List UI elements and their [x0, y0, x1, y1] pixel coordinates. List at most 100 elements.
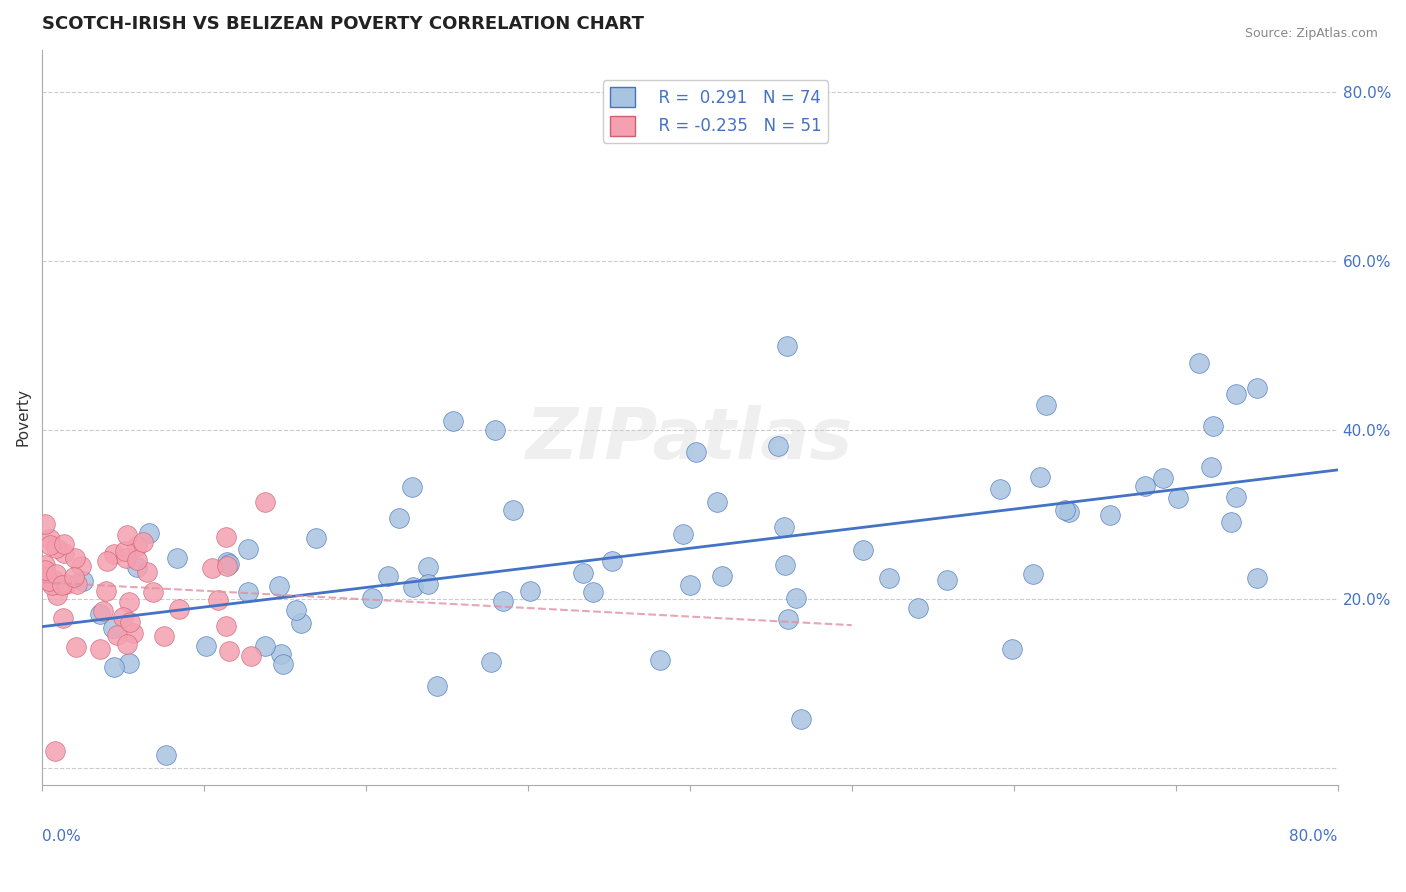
Point — [240, 648, 263, 663]
Point — [218, 643, 240, 657]
Point — [1099, 508, 1122, 522]
Point — [38, 574, 60, 589]
Point — [402, 580, 425, 594]
Point — [377, 569, 399, 583]
Point — [138, 525, 160, 540]
Point — [65, 576, 87, 591]
Point — [89, 642, 111, 657]
Y-axis label: Poverty: Poverty — [15, 389, 30, 447]
Point — [45, 566, 67, 581]
Point — [1220, 515, 1243, 529]
Point — [254, 639, 277, 653]
Point — [305, 531, 328, 545]
Point — [96, 554, 118, 568]
Point — [117, 656, 139, 670]
Point — [52, 537, 75, 551]
Point — [1167, 491, 1189, 506]
Point — [1246, 381, 1268, 395]
Point — [254, 494, 277, 508]
Point — [775, 558, 797, 573]
Point — [46, 588, 69, 602]
Point — [44, 744, 66, 758]
Point — [169, 602, 191, 616]
Point — [936, 573, 959, 587]
Point — [195, 640, 218, 654]
Point — [877, 571, 900, 585]
Point — [1202, 418, 1225, 433]
Point — [70, 558, 93, 573]
Point — [72, 574, 94, 588]
Point — [672, 526, 695, 541]
Point — [1059, 505, 1081, 519]
Point — [1001, 642, 1024, 657]
Text: ZIPatlas: ZIPatlas — [526, 405, 853, 474]
Point — [218, 557, 240, 571]
Point — [361, 591, 384, 605]
Point — [38, 533, 60, 547]
Point — [51, 578, 73, 592]
Text: 80.0%: 80.0% — [1289, 830, 1337, 844]
Point — [484, 423, 506, 437]
Point — [153, 629, 176, 643]
Point — [401, 480, 423, 494]
Point — [1133, 479, 1156, 493]
Point — [271, 657, 294, 672]
Point — [416, 559, 439, 574]
Point — [492, 594, 515, 608]
Point — [416, 577, 439, 591]
Point — [679, 578, 702, 592]
Point — [778, 612, 800, 626]
Point — [55, 577, 77, 591]
Point — [852, 543, 875, 558]
Legend:   R =  0.291   N = 74,   R = -0.235   N = 51: R = 0.291 N = 74, R = -0.235 N = 51 — [603, 80, 828, 143]
Point — [285, 603, 308, 617]
Point — [117, 528, 139, 542]
Point — [270, 647, 292, 661]
Point — [101, 621, 124, 635]
Point — [773, 520, 796, 534]
Point — [766, 438, 789, 452]
Point — [114, 543, 136, 558]
Point — [1246, 571, 1268, 585]
Point — [217, 559, 239, 574]
Point — [34, 563, 56, 577]
Point — [103, 660, 125, 674]
Text: 0.0%: 0.0% — [42, 830, 80, 844]
Point — [215, 530, 238, 544]
Point — [155, 747, 177, 762]
Point — [122, 626, 145, 640]
Point — [790, 713, 813, 727]
Point — [502, 503, 524, 517]
Point — [135, 565, 157, 579]
Point — [441, 414, 464, 428]
Point — [118, 595, 141, 609]
Point — [1021, 566, 1043, 581]
Point — [201, 560, 224, 574]
Point — [706, 495, 728, 509]
Point — [1152, 470, 1174, 484]
Point — [1188, 356, 1211, 370]
Point — [388, 510, 411, 524]
Point — [115, 637, 138, 651]
Point — [103, 547, 125, 561]
Point — [1225, 387, 1247, 401]
Point — [481, 655, 503, 669]
Point — [648, 653, 671, 667]
Point — [65, 550, 87, 565]
Point — [1199, 459, 1222, 474]
Point — [785, 591, 807, 605]
Text: SCOTCH-IRISH VS BELIZEAN POVERTY CORRELATION CHART: SCOTCH-IRISH VS BELIZEAN POVERTY CORRELA… — [42, 15, 644, 33]
Point — [600, 554, 623, 568]
Point — [519, 583, 541, 598]
Point — [582, 584, 605, 599]
Point — [41, 578, 63, 592]
Point — [89, 607, 111, 621]
Point — [34, 569, 56, 583]
Point — [236, 541, 259, 556]
Point — [62, 570, 84, 584]
Point — [45, 541, 67, 555]
Point — [127, 553, 149, 567]
Point — [34, 517, 56, 532]
Point — [207, 593, 229, 607]
Point — [53, 546, 76, 560]
